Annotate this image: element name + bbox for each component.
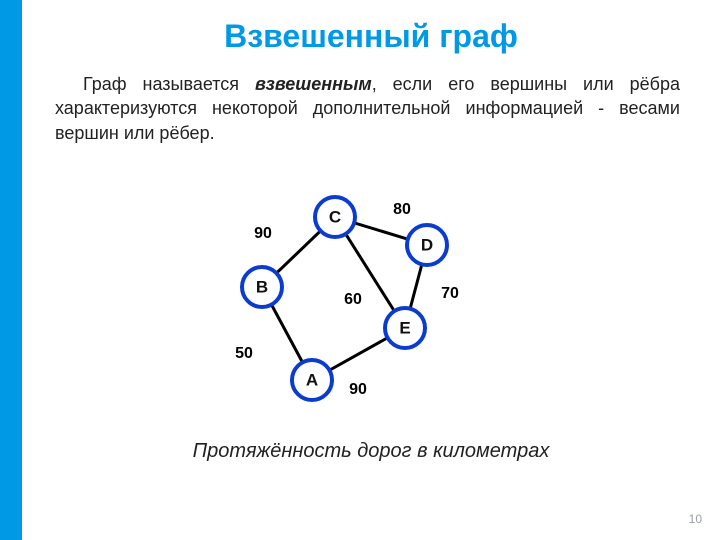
graph-caption: Протяжённость дорог в километрах [22,440,720,463]
def-keyword: взвешенным [255,74,372,94]
graph-node [407,225,447,265]
graph-node [242,267,282,307]
edge-weight: 90 [349,381,367,398]
graph-edge [335,217,427,245]
edge-weight: 60 [344,291,362,308]
graph-edge [312,328,405,380]
graph-node [315,197,355,237]
graph-edge [262,287,312,380]
definition-paragraph: Граф называется взвешенным, если его вер… [55,72,680,145]
graph-edge [262,217,335,287]
graph-node [385,308,425,348]
def-prefix: Граф называется [83,74,255,94]
page-number: 10 [689,512,702,526]
graph-node-label: D [421,235,433,254]
edge-weight: 80 [393,201,411,218]
graph-node-label: C [329,207,341,226]
graph-node-label: A [306,370,318,389]
edge-weight: 70 [441,285,459,302]
graph-node-label: E [399,318,410,337]
graph-edge [335,217,405,328]
graph-node-label: B [256,277,268,296]
side-accent-bar [0,0,22,540]
graph-edge [405,245,427,328]
edge-weight: 90 [254,225,272,242]
page-title: Взвешенный граф [22,18,720,55]
graph-node [292,360,332,400]
edge-weight: 50 [235,345,253,362]
